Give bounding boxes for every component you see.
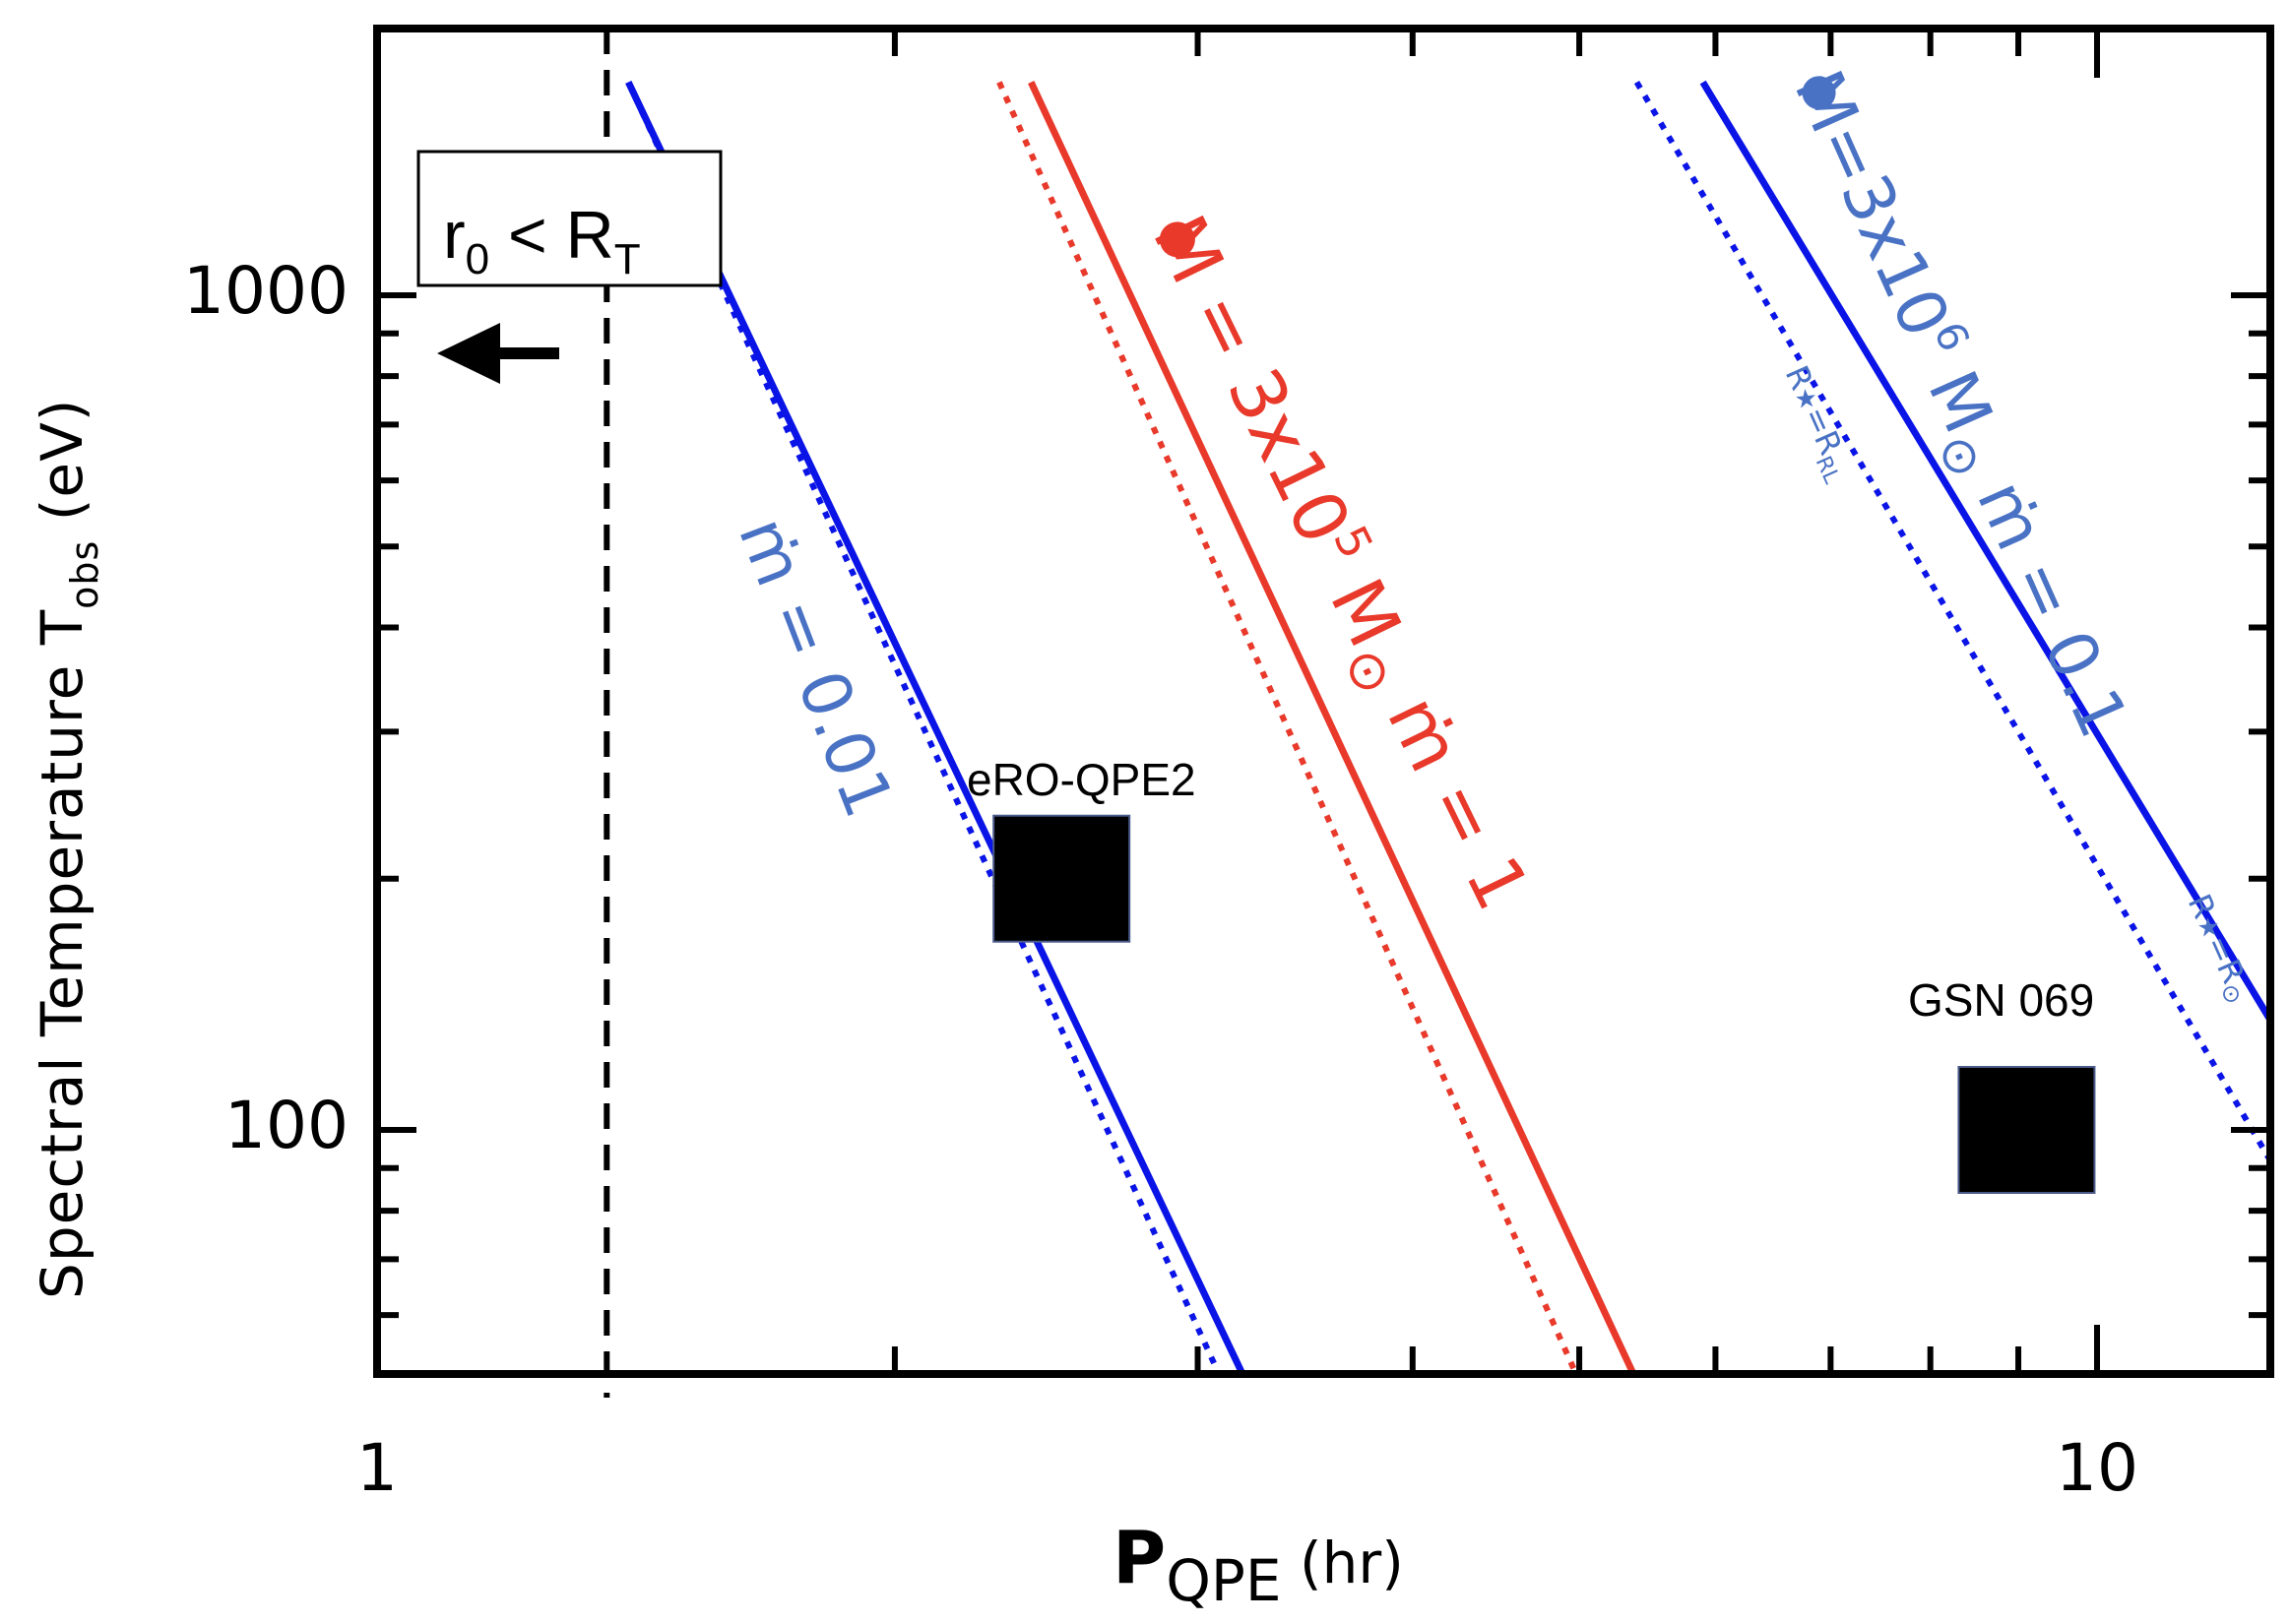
m3e5-value: = 3x10 xyxy=(1164,260,1367,557)
axis-ticks xyxy=(374,29,2270,1374)
annotation-mdot-001: ṁ = 0.01 xyxy=(723,508,908,828)
y-tick-label-100: 100 xyxy=(224,1088,349,1163)
series-line-m3e5_dotted xyxy=(996,81,1580,1374)
box-R-sub: T xyxy=(614,235,641,283)
series-line-m001_solid xyxy=(625,81,1246,1374)
black-hole-icon-blue xyxy=(1802,76,1836,110)
r0-lt-rt-box: r0 < RT xyxy=(416,150,723,287)
annotation-rstar-rsun: R★=R⊙ xyxy=(2177,889,2260,1009)
plot-frame xyxy=(373,25,2274,1378)
y-axis-label-sub: obs xyxy=(63,540,106,609)
y-axis-label-unit: (eV) xyxy=(29,399,95,522)
series-line-m3e6_solid xyxy=(1699,80,2270,1028)
svg-text:M = 3x105 M⊙ ṁ = 1: M = 3x105 M⊙ ṁ = 1 xyxy=(1126,201,1550,927)
series-line-m001_dotted xyxy=(625,81,1223,1374)
data-point-square-0 xyxy=(992,814,1131,943)
y-axis-label-main: Spectral Temperature T xyxy=(29,609,95,1299)
black-hole-icon-red xyxy=(1159,221,1195,258)
y-tick-label-1000: 1000 xyxy=(183,253,349,329)
m3e5-mdot: ṁ = 1 xyxy=(1370,684,1545,923)
box-r: r xyxy=(443,198,466,273)
series-line-m3e5_solid xyxy=(1028,81,1637,1374)
m3e6-value: =3x10 xyxy=(1802,112,1964,348)
m3e6-mdot: ṁ = 0.1 xyxy=(1961,470,2142,749)
point-label-ero-qpe2: eRO-QPE2 xyxy=(967,754,1196,805)
left-arrow-icon xyxy=(437,323,559,384)
m3e5-Msun: M xyxy=(1304,545,1418,659)
x-axis-label: PQPE (hr) xyxy=(1113,1516,1404,1614)
box-r-sub: 0 xyxy=(466,235,489,283)
svg-text:r0 < RT: r0 < RT xyxy=(443,198,641,283)
box-less-than: < xyxy=(508,198,547,273)
annotation-m3e5: M = 3x105 M⊙ ṁ = 1 xyxy=(1126,201,1550,927)
data-point-square-1 xyxy=(1957,1066,2096,1194)
m3e6-Msun: M xyxy=(1904,341,2007,444)
annotation-rstar-rl: R★=RRL xyxy=(1772,360,1861,488)
x-axis-label-unit: (hr) xyxy=(1300,1530,1404,1596)
series-layer xyxy=(625,80,2270,1374)
x-tick-label-1: 1 xyxy=(356,1430,398,1506)
box-R: R xyxy=(566,198,614,273)
x-axis-label-main: P xyxy=(1113,1516,1166,1600)
x-axis-label-sub: QPE xyxy=(1166,1547,1281,1614)
y-axis-label: Spectral Temperature Tobs (eV) xyxy=(29,399,106,1299)
x-tick-label-10: 10 xyxy=(2056,1430,2138,1506)
points-layer xyxy=(992,814,2096,1194)
point-label-gsn069: GSN 069 xyxy=(1908,974,2094,1026)
